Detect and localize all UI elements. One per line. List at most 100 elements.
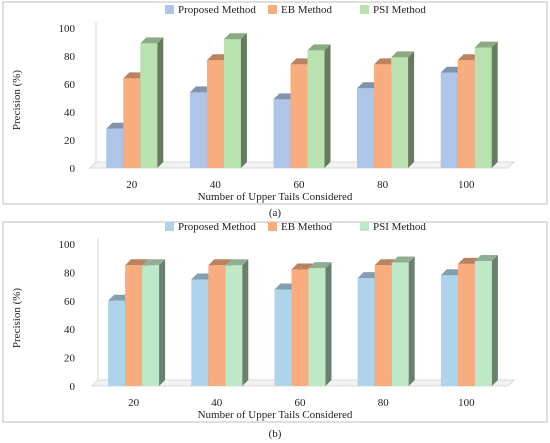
bar-top: [225, 259, 249, 266]
bar-top: [391, 51, 415, 58]
bar-side: [491, 41, 498, 168]
legend-swatch: [268, 222, 277, 231]
legend: Proposed Method EB Method PSI Method: [165, 221, 426, 233]
y-tick-label: 0: [70, 381, 76, 393]
bar-front: [106, 128, 124, 168]
bar-side: [242, 259, 249, 386]
y-tick-label: 60: [64, 79, 76, 91]
bar-front: [374, 64, 392, 168]
legend-item: PSI Method: [360, 221, 426, 233]
chart-panel-a: 0 20 40 60 80 100 20 40 60 80 100 Proposed Method E…: [2, 1, 548, 219]
legend-item: PSI Method: [360, 4, 426, 16]
x-tick-label: 60: [295, 397, 307, 409]
x-tick-label: 60: [294, 179, 306, 191]
bar-front: [440, 275, 458, 386]
legend-item: EB Method: [268, 221, 333, 233]
bar-front: [208, 265, 226, 386]
bar-top: [391, 256, 415, 263]
bar-front: [307, 50, 325, 168]
bar-top: [142, 259, 166, 266]
bar: [142, 259, 166, 386]
x-tick-label: 80: [378, 397, 390, 409]
bar-side: [159, 259, 166, 386]
bar-front: [357, 278, 375, 386]
bar: [474, 41, 498, 168]
bar-front: [108, 300, 126, 386]
legend-swatch: [165, 222, 174, 231]
legend-label: EB Method: [281, 221, 333, 233]
legend-label: PSI Method: [373, 4, 426, 16]
bar-front: [391, 262, 409, 386]
plot-area: 0 20 40 60 80 100 20 40 60 80 100: [59, 22, 516, 191]
bar-front: [142, 265, 160, 386]
bar: [474, 255, 498, 386]
y-tick-label: 100: [59, 239, 76, 251]
bar-front: [225, 265, 243, 386]
legend-label: Proposed Method: [178, 4, 256, 16]
legend-swatch: [268, 5, 277, 14]
legend-label: EB Method: [281, 4, 333, 16]
bar-side: [324, 44, 331, 168]
bar-front: [374, 265, 392, 386]
legend-swatch: [165, 5, 174, 14]
y-tick-label: 20: [64, 135, 76, 147]
bar-front: [308, 268, 326, 386]
bar-top: [474, 41, 498, 48]
bar-front: [474, 261, 492, 386]
bar-front: [206, 60, 224, 169]
bar-top: [223, 33, 247, 40]
y-tick-label: 80: [64, 267, 76, 279]
x-tick-label: 40: [210, 179, 222, 191]
bar-top: [474, 255, 498, 262]
y-tick-label: 100: [59, 23, 76, 35]
bar-front: [140, 43, 158, 168]
legend-swatch: [360, 222, 369, 231]
bar-top: [125, 259, 149, 266]
y-axis-label: Precision (%): [11, 288, 23, 349]
bar-front: [391, 57, 409, 168]
bar-side: [325, 262, 332, 386]
bar-front: [223, 39, 241, 169]
bar-front: [273, 99, 291, 168]
panel-label: (b): [269, 428, 282, 440]
bar-front: [125, 265, 143, 386]
legend-label: PSI Method: [373, 221, 426, 233]
y-tick-label: 40: [64, 324, 76, 336]
bar-top: [208, 259, 232, 266]
panel-label: (a): [269, 207, 282, 219]
bar-front: [474, 47, 492, 168]
x-tick-label: 20: [128, 397, 140, 409]
bar-side: [240, 33, 247, 169]
bar: [307, 44, 331, 168]
bar-front: [290, 64, 308, 168]
x-tick-label: 80: [377, 179, 389, 191]
y-tick-label: 20: [64, 353, 76, 365]
bar-front: [191, 279, 209, 386]
bar-top: [308, 262, 332, 269]
bar-side: [408, 256, 415, 386]
bar-side: [408, 51, 415, 168]
chart-panel-b: 0 20 40 60 80 100 20 40 60 80 100 Proposed Method E…: [2, 221, 548, 440]
y-tick-label: 60: [64, 296, 76, 308]
x-tick-label: 100: [458, 397, 475, 409]
legend-swatch: [360, 5, 369, 14]
x-tick-label: 20: [126, 179, 138, 191]
bar: [140, 37, 164, 169]
y-tick-label: 0: [70, 163, 76, 175]
bar-front: [189, 92, 207, 168]
legend-item: EB Method: [268, 4, 333, 16]
y-axis-label: Precision (%): [11, 70, 23, 131]
bar-front: [440, 72, 458, 168]
bar-front: [291, 269, 309, 386]
x-axis-label: Number of Upper Tails Considered: [198, 409, 353, 421]
bar-top: [140, 37, 164, 44]
bar: [391, 256, 415, 386]
bar: [391, 51, 415, 168]
chart-frame: [2, 1, 548, 205]
legend-item: Proposed Method: [165, 4, 256, 16]
bar-front: [123, 78, 141, 168]
x-tick-label: 40: [211, 397, 223, 409]
bar: [308, 262, 332, 386]
plot-area: 0 20 40 60 80 100 20 40 60 80 100: [59, 238, 516, 409]
